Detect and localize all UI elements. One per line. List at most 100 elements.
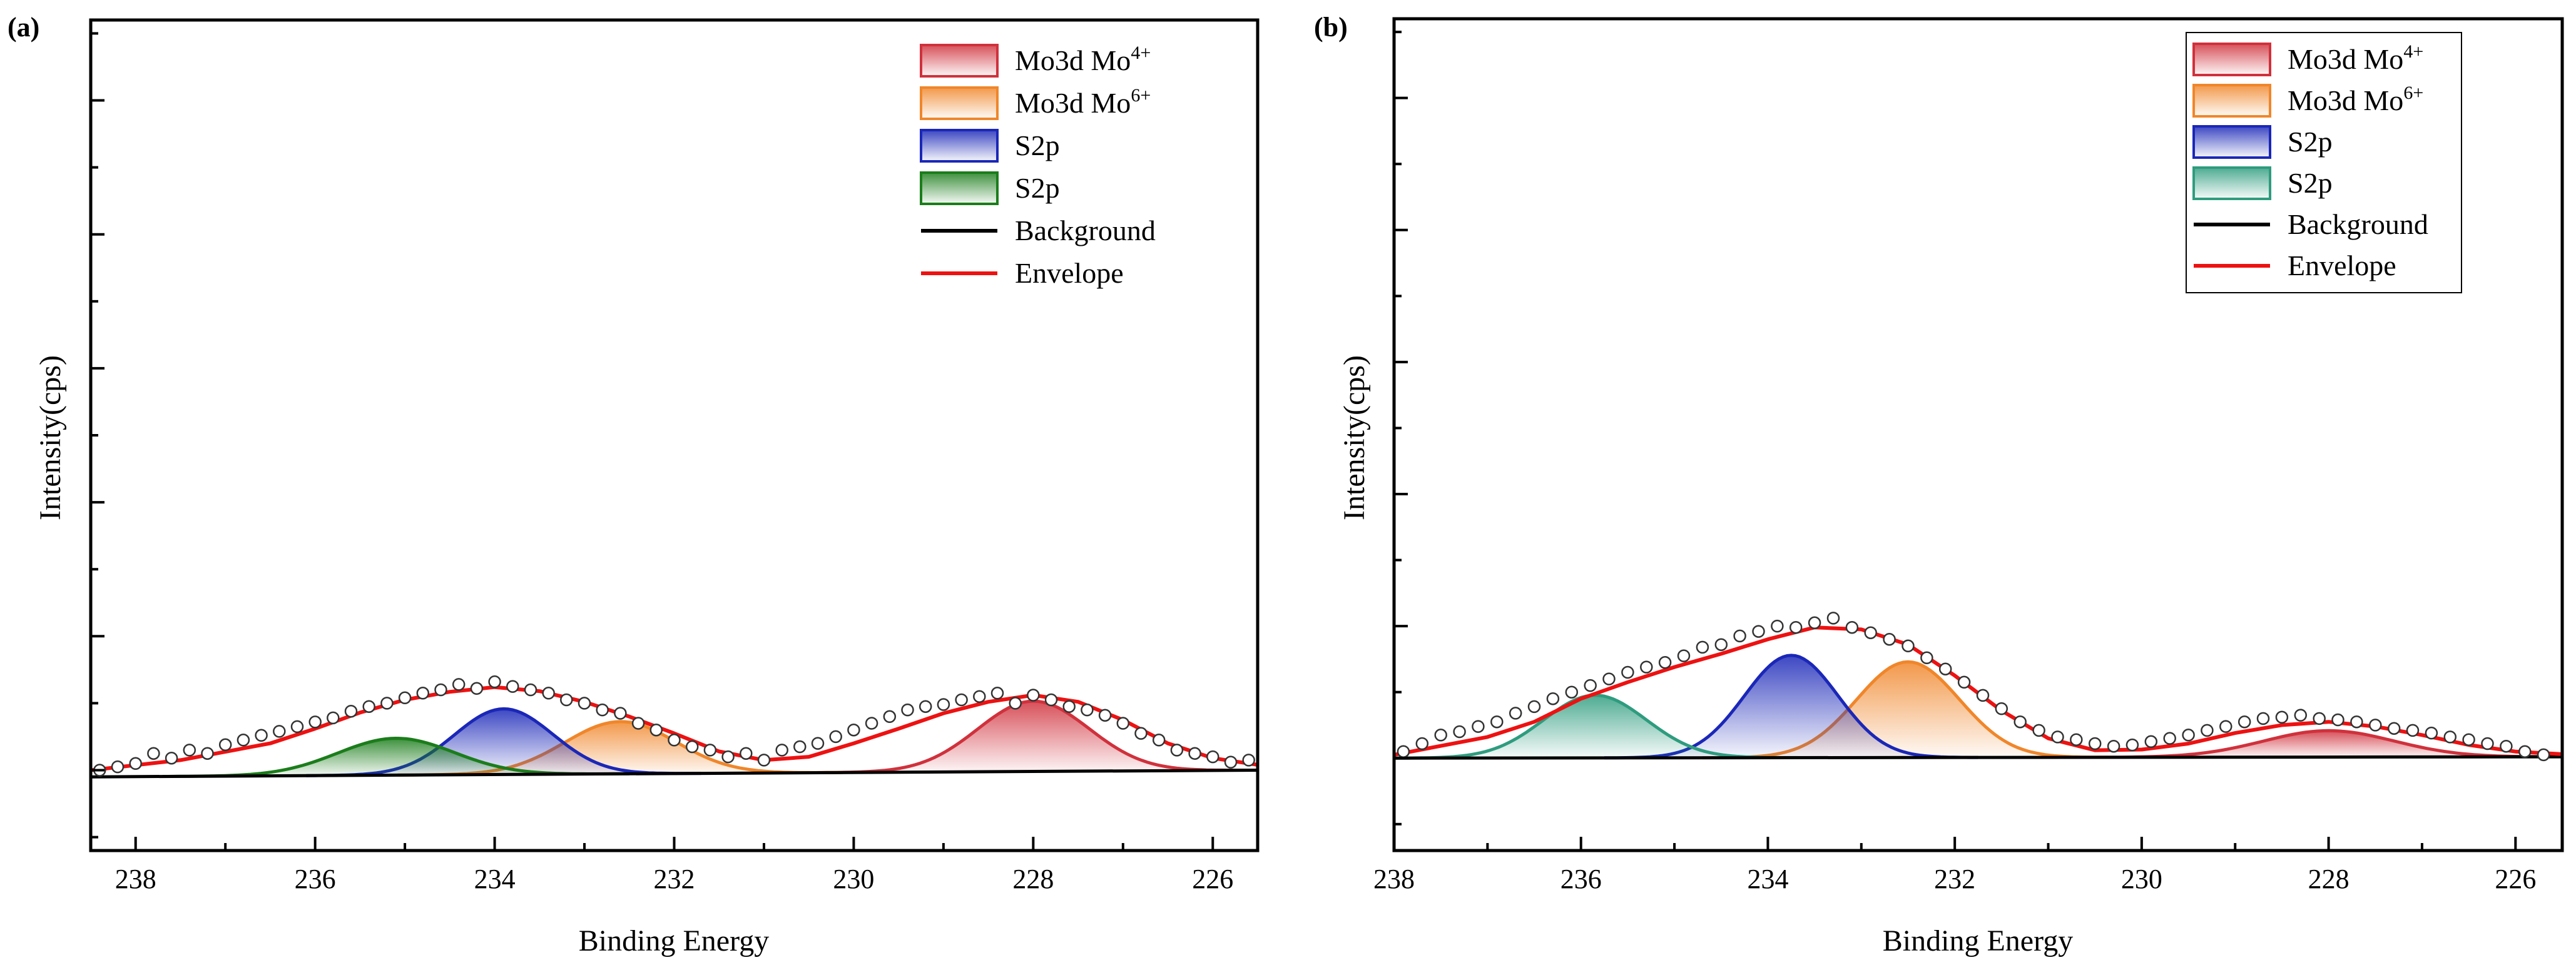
panel-a-data-point bbox=[740, 747, 753, 760]
panel-a-data-point bbox=[560, 693, 573, 707]
panel-b-data-point bbox=[2088, 737, 2102, 750]
panel-b-data-point bbox=[1453, 725, 1466, 739]
panel-a-legend-swatch bbox=[920, 129, 999, 163]
panel-b-background-line bbox=[1394, 755, 2562, 760]
panel-b-data-point bbox=[1509, 707, 1522, 720]
panel-b-legend-swatch bbox=[2192, 125, 2271, 159]
panel-a-data-point bbox=[129, 757, 142, 770]
panel-b-data-point bbox=[1883, 632, 1896, 646]
panel-b-peak-fill-1 bbox=[1702, 662, 2114, 758]
panel-a-data-point bbox=[308, 715, 322, 729]
panel-a-data-point bbox=[775, 744, 788, 757]
panel-b-data-point bbox=[1397, 745, 1410, 758]
panel-b-data-point bbox=[1415, 737, 1429, 750]
panel-a-legend-swatch bbox=[920, 171, 999, 205]
panel-b-y-axis-title: Intensity(cps) bbox=[1338, 355, 1371, 520]
panel-b-data-point bbox=[2425, 726, 2438, 740]
panel-b-peak-fill-3 bbox=[1394, 695, 1801, 759]
panel-b-data-point bbox=[1752, 625, 1765, 638]
panel-a-y-axis-title: Intensity(cps) bbox=[34, 355, 67, 520]
panel-a-data-point bbox=[883, 710, 897, 724]
panel-b-data-point bbox=[1584, 679, 1597, 692]
panel-b-data-point bbox=[2275, 710, 2289, 724]
panel-a-peak-fill-2 bbox=[306, 709, 701, 776]
panel-a-data-point bbox=[847, 723, 860, 737]
panel-b-legend-item: S2p bbox=[2192, 125, 2333, 159]
panel-a-data-point bbox=[218, 738, 232, 752]
panel-b-peak-fill-0 bbox=[2067, 730, 2562, 757]
panel-a-data-point bbox=[793, 740, 807, 754]
panel-a-legend-item: Envelope bbox=[921, 257, 1124, 289]
panel-a-data-point bbox=[147, 747, 160, 760]
panel-a-legend-item: Mo3d Mo6+ bbox=[920, 85, 1151, 120]
panel-b-data-point bbox=[1808, 616, 1821, 630]
panel-b-data-point bbox=[2500, 739, 2513, 753]
panel-b-data-point bbox=[1920, 651, 1933, 665]
panel-b-legend-label: Mo3d Mo6+ bbox=[2288, 83, 2423, 116]
panel-a-x-tick-label: 234 bbox=[474, 864, 516, 894]
panel-b-legend-swatch bbox=[2192, 43, 2271, 76]
panel-b-data-point bbox=[1677, 649, 1691, 662]
panel-a-data-point bbox=[506, 680, 519, 693]
panel-b-legend-swatch bbox=[2192, 84, 2271, 118]
panel-a-data-point bbox=[434, 683, 447, 697]
panel-a-plot bbox=[91, 675, 1258, 779]
panel-a-data-point bbox=[201, 747, 214, 760]
panel-a-data-point bbox=[865, 717, 878, 730]
panel-b-x-tick-label: 226 bbox=[2495, 864, 2536, 894]
panel-a-data-point bbox=[596, 703, 609, 717]
panel-b-data-point bbox=[1845, 620, 1859, 634]
panel-b-data-point bbox=[2406, 724, 2420, 737]
panel-a-legend-item: Mo3d Mo4+ bbox=[920, 43, 1151, 78]
panel-a-legend-swatch bbox=[920, 86, 999, 120]
panel-a-background-line bbox=[91, 768, 1258, 779]
panel-b-data-point bbox=[2051, 730, 2064, 744]
panel-b-data-point bbox=[1976, 689, 1990, 702]
panel-b-legend-item: S2p bbox=[2192, 166, 2333, 200]
panel-a-data-point bbox=[380, 697, 394, 710]
panel-a-data-point bbox=[398, 691, 412, 705]
panel-a-data-point bbox=[1152, 734, 1166, 747]
panel-b-data-point bbox=[2163, 732, 2176, 745]
panel-b: (b) 238 236 234 232 230 228 226 Binding Energy… bbox=[1314, 12, 2564, 957]
panel-b-data-point bbox=[1901, 639, 1915, 653]
panel-b-data-point bbox=[1658, 655, 1672, 669]
panel-a-data-point bbox=[1188, 747, 1201, 760]
panel-b-data-point bbox=[2256, 712, 2270, 725]
panel-b-data-point bbox=[2013, 715, 2027, 729]
panel-a-peak-fill-0 bbox=[810, 701, 1256, 773]
panel-b-data-point bbox=[1696, 640, 1709, 654]
panel-a-data-point bbox=[757, 754, 771, 767]
panel-b-data-point bbox=[2107, 739, 2120, 753]
panel-a-data-point bbox=[631, 717, 645, 730]
panel-b-legend-item: Background bbox=[2194, 208, 2428, 240]
panel-a-data-point bbox=[685, 740, 699, 754]
panel-b-data-point bbox=[1472, 720, 1485, 733]
panel-a-data-point bbox=[290, 720, 304, 734]
panel-a-envelope-line bbox=[91, 685, 1258, 772]
panel-a-x-tick-label: 238 bbox=[115, 864, 156, 894]
panel-b-legend-label: S2p bbox=[2288, 167, 2333, 199]
panel-a-data-point bbox=[183, 744, 196, 757]
panel-b-data-point bbox=[2350, 715, 2363, 729]
panel-a-x-axis-title: Binding Energy bbox=[579, 924, 769, 957]
panel-a-data-point bbox=[1116, 717, 1130, 730]
panel-b-data-point bbox=[2032, 724, 2045, 737]
panel-a-data-point bbox=[1224, 755, 1238, 769]
panel-b-legend-label: Envelope bbox=[2288, 250, 2396, 281]
panel-a-data-point bbox=[1009, 697, 1022, 710]
panel-a-legend-label: Mo3d Mo4+ bbox=[1015, 43, 1151, 76]
panel-a-data-point bbox=[973, 690, 986, 703]
panel-a-legend-label: Envelope bbox=[1015, 257, 1124, 289]
panel-b-peak-fill-2 bbox=[1604, 655, 1978, 758]
panel-b-data-point bbox=[2294, 709, 2308, 722]
panel-a-label: (a) bbox=[8, 12, 39, 43]
panel-b-legend-label: S2p bbox=[2288, 126, 2333, 158]
panel-b-data-point bbox=[1602, 672, 1616, 685]
panel-a-data-point bbox=[1044, 693, 1058, 707]
panel-b-x-tick-label: 234 bbox=[1747, 864, 1788, 894]
panel-b-data-point bbox=[1546, 692, 1560, 705]
panel-b-data-point bbox=[1864, 626, 1877, 639]
panel-b-data-point bbox=[2518, 745, 2532, 758]
